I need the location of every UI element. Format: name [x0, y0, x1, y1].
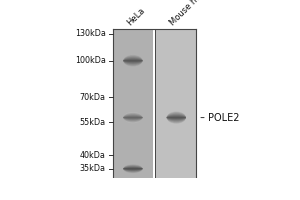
Ellipse shape — [123, 166, 142, 171]
Ellipse shape — [123, 113, 142, 122]
Ellipse shape — [123, 168, 142, 169]
Ellipse shape — [123, 165, 142, 173]
Ellipse shape — [123, 59, 142, 63]
Text: Mouse heart: Mouse heart — [168, 0, 212, 27]
Ellipse shape — [123, 165, 142, 172]
Ellipse shape — [123, 55, 142, 67]
Text: HeLa: HeLa — [125, 6, 146, 27]
Ellipse shape — [123, 57, 142, 64]
Ellipse shape — [167, 117, 186, 118]
Ellipse shape — [123, 116, 142, 119]
Ellipse shape — [123, 59, 142, 62]
Ellipse shape — [123, 115, 142, 120]
Ellipse shape — [123, 115, 142, 120]
Ellipse shape — [123, 112, 142, 123]
Ellipse shape — [123, 167, 142, 171]
Ellipse shape — [123, 56, 142, 65]
Ellipse shape — [167, 111, 186, 124]
Ellipse shape — [123, 112, 142, 123]
Bar — [156, 29, 196, 178]
Ellipse shape — [167, 113, 186, 122]
Ellipse shape — [123, 114, 142, 121]
Ellipse shape — [123, 164, 142, 173]
Ellipse shape — [167, 116, 186, 119]
Ellipse shape — [167, 112, 186, 123]
Ellipse shape — [123, 114, 142, 122]
Text: 130kDa: 130kDa — [75, 29, 106, 38]
Ellipse shape — [123, 60, 142, 61]
Ellipse shape — [167, 116, 186, 119]
Text: 35kDa: 35kDa — [80, 164, 106, 173]
Ellipse shape — [123, 56, 142, 66]
Ellipse shape — [167, 115, 186, 121]
Ellipse shape — [123, 168, 142, 170]
Ellipse shape — [167, 115, 186, 120]
Ellipse shape — [167, 113, 186, 123]
Text: 100kDa: 100kDa — [75, 56, 106, 65]
Ellipse shape — [123, 116, 142, 119]
Text: 40kDa: 40kDa — [80, 151, 106, 160]
Ellipse shape — [123, 164, 142, 173]
Text: POLE2: POLE2 — [208, 113, 239, 123]
Ellipse shape — [123, 167, 142, 170]
Ellipse shape — [123, 57, 142, 65]
Text: 55kDa: 55kDa — [80, 118, 106, 127]
Ellipse shape — [123, 54, 142, 67]
Bar — [113, 29, 153, 178]
Ellipse shape — [123, 117, 142, 118]
Ellipse shape — [123, 58, 142, 63]
Ellipse shape — [167, 114, 186, 121]
Ellipse shape — [123, 166, 142, 172]
Text: 70kDa: 70kDa — [80, 93, 106, 102]
